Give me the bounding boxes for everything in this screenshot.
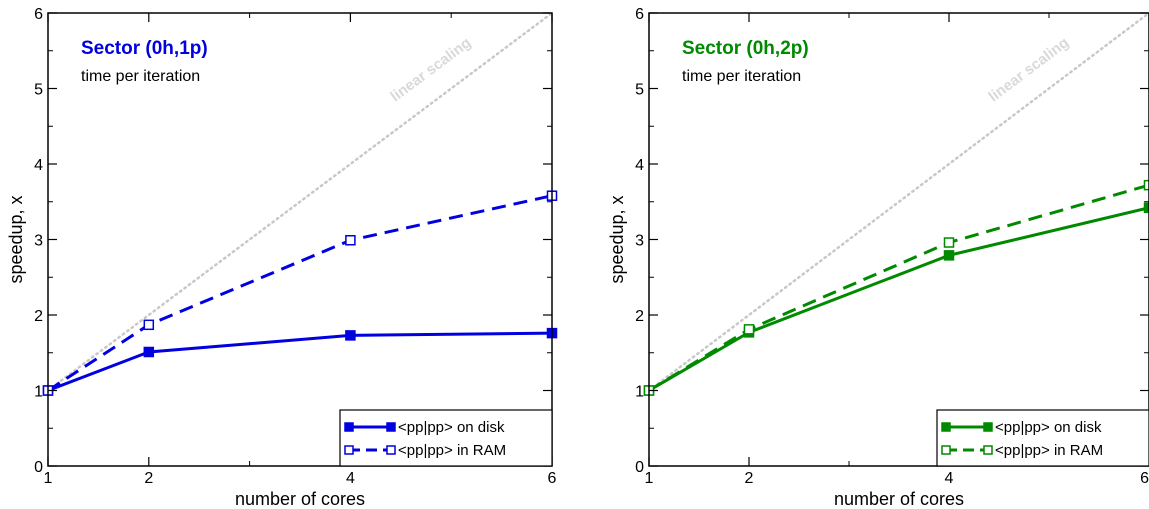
y-tick-label: 4 <box>635 157 644 174</box>
legend-swatch-marker <box>344 422 354 432</box>
legend-label: <pp|pp> on disk <box>995 419 1102 436</box>
x-axis-title: number of cores <box>834 489 964 509</box>
linear-scaling-reference-line <box>48 13 552 392</box>
x-tick-label: 1 <box>645 470 654 487</box>
y-tick-label: 6 <box>34 6 43 23</box>
legend-box <box>339 409 553 467</box>
data-point-ram-2 <box>143 319 155 331</box>
y-axis-title: speedup, x <box>607 195 627 283</box>
x-tick-label: 2 <box>144 470 153 487</box>
chart-title: Sector (0h,2p) <box>682 38 809 59</box>
x-tick-label: 6 <box>1140 470 1149 487</box>
legend-swatch-marker <box>983 445 993 455</box>
y-tick-label: 3 <box>34 233 43 250</box>
y-tick-label: 3 <box>635 233 644 250</box>
data-point-ram-4 <box>943 237 955 248</box>
chart-subtitle: time per iteration <box>81 68 200 85</box>
legend: <pp|pp> on disk <pp|pp> in RAM <box>936 409 1149 467</box>
legend-box <box>936 409 1149 467</box>
y-tick-label: 2 <box>635 308 644 325</box>
x-tick-label: 4 <box>346 470 355 487</box>
data-point-ram-2 <box>743 324 755 335</box>
data-point-disk-2 <box>143 346 155 358</box>
data-point-disk-4 <box>943 250 955 261</box>
legend-swatch-marker <box>983 422 993 432</box>
series-line-disk <box>48 331 552 392</box>
y-tick-label: 5 <box>635 82 644 99</box>
legend-swatch-marker <box>386 422 396 432</box>
x-axis-title: number of cores <box>235 489 365 509</box>
y-tick-label: 4 <box>34 157 43 174</box>
legend-label: <pp|pp> in RAM <box>398 442 506 459</box>
linear-scaling-reference-line <box>649 13 1149 392</box>
linear-scaling-label: linear scaling <box>985 34 1072 105</box>
y-tick-label: 1 <box>635 384 644 401</box>
series-line-ram <box>649 183 1149 392</box>
legend-swatch-marker <box>941 445 951 455</box>
linear-scaling-label: linear scaling <box>387 34 474 105</box>
series-line-ram <box>48 194 552 392</box>
y-tick-label: 0 <box>34 459 43 476</box>
y-axis-title: speedup, x <box>6 195 26 283</box>
series-line-disk <box>649 206 1149 392</box>
data-point-disk-6 <box>1143 202 1149 214</box>
y-tick-label: 1 <box>34 384 43 401</box>
legend-swatch-marker <box>344 445 354 455</box>
x-tick-label: 1 <box>44 470 53 487</box>
y-tick-label: 5 <box>34 82 43 99</box>
x-tick-label: 6 <box>548 470 557 487</box>
y-tick-label: 0 <box>635 459 644 476</box>
legend-swatch-marker <box>386 445 396 455</box>
legend: <pp|pp> on disk <pp|pp> in RAM <box>339 409 553 467</box>
chart-title: Sector (0h,1p) <box>81 38 208 59</box>
y-tick-label: 2 <box>34 308 43 325</box>
x-tick-label: 4 <box>945 470 954 487</box>
data-point-ram-6 <box>1143 179 1149 191</box>
x-tick-label: 2 <box>745 470 754 487</box>
data-point-ram-4 <box>345 235 356 246</box>
legend-swatch-marker <box>941 422 951 432</box>
y-tick-label: 6 <box>635 6 644 23</box>
chart-subtitle: time per iteration <box>682 68 801 85</box>
data-point-disk-4 <box>345 330 356 341</box>
legend-label: <pp|pp> in RAM <box>995 442 1103 459</box>
legend-label: <pp|pp> on disk <box>398 419 505 436</box>
